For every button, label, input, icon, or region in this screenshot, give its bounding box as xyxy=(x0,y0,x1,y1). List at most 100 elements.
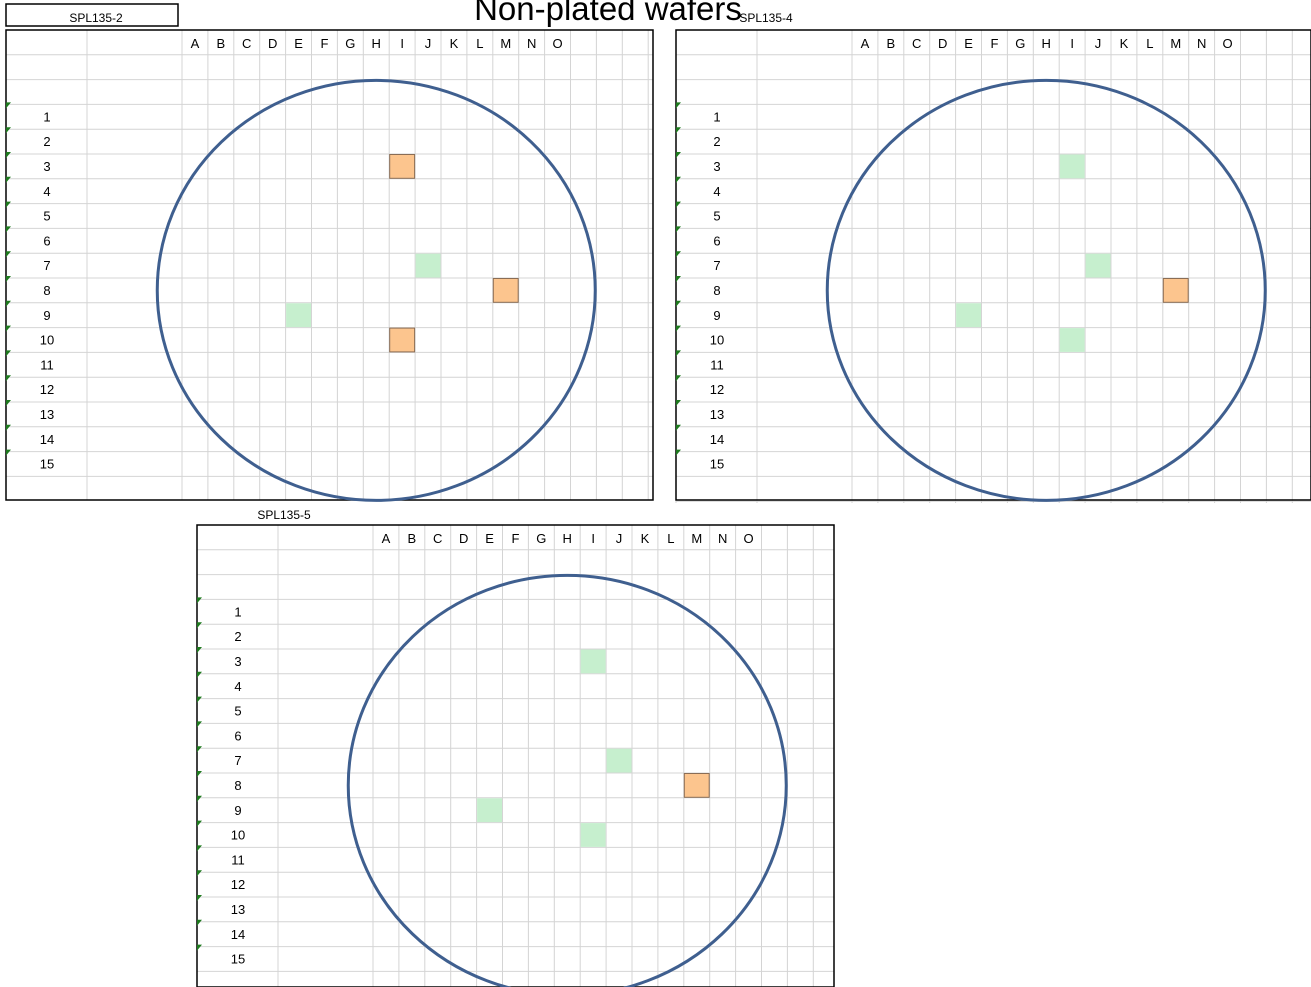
cell-comment-marker xyxy=(6,325,11,332)
column-header-c: C xyxy=(242,36,251,51)
cell-comment-marker xyxy=(676,251,681,258)
cell-comment-marker xyxy=(197,919,202,926)
wafer-panel-spl135-2: SPL135-2A B C D E F G H I J K L M N O12345678910111213… xyxy=(5,3,654,502)
row-header-3: 3 xyxy=(234,654,241,669)
column-header-b: B xyxy=(217,36,226,51)
row-header-8: 8 xyxy=(234,778,241,793)
wafer-outline xyxy=(346,573,788,987)
row-header-14: 14 xyxy=(710,432,724,447)
column-header-j: J xyxy=(1095,36,1102,51)
cell-comment-marker xyxy=(6,201,11,208)
marked-cell-j7-green xyxy=(1085,253,1111,278)
cell-comment-marker xyxy=(6,251,11,258)
column-header-f: F xyxy=(990,36,998,51)
column-header-n: N xyxy=(527,36,536,51)
grid-columns xyxy=(5,30,649,500)
grid-rows xyxy=(197,524,834,972)
column-header-g: G xyxy=(345,36,355,51)
cell-comment-marker xyxy=(197,721,202,728)
row-header-7: 7 xyxy=(43,258,50,273)
column-header-b: B xyxy=(408,531,417,546)
cell-comment-marker xyxy=(676,325,681,332)
row-header-6: 6 xyxy=(234,728,241,743)
cell-comment-marker xyxy=(6,375,11,382)
column-header-o: O xyxy=(1222,36,1232,51)
panel-frame xyxy=(5,29,654,501)
panel-frame xyxy=(196,524,835,987)
column-header-l: L xyxy=(667,531,674,546)
column-header-n: N xyxy=(718,531,727,546)
cell-comment-marker xyxy=(6,300,11,307)
column-header-k: K xyxy=(450,36,459,51)
marked-cell-i3-green xyxy=(580,649,606,674)
cell-comment-marker xyxy=(676,375,681,382)
row-header-15: 15 xyxy=(710,457,724,472)
row-header-7: 7 xyxy=(234,753,241,768)
row-header-5: 5 xyxy=(234,704,241,719)
row-header-9: 9 xyxy=(713,308,720,323)
marked-cell-j7-green xyxy=(415,253,441,278)
column-header-n: N xyxy=(1197,36,1206,51)
row-header-5: 5 xyxy=(713,209,720,224)
column-header-l: L xyxy=(476,36,483,51)
row-header-3: 3 xyxy=(43,159,50,174)
row-header-2: 2 xyxy=(43,134,50,149)
row-header-1: 1 xyxy=(234,604,241,619)
marked-cells xyxy=(956,154,1189,352)
cell-comment-marker xyxy=(676,127,681,134)
row-header-14: 14 xyxy=(231,927,245,942)
cell-comment-marker xyxy=(676,226,681,233)
cell-comment-marker xyxy=(676,176,681,183)
row-header-12: 12 xyxy=(231,877,245,892)
column-header-h: H xyxy=(372,36,381,51)
row-header-13: 13 xyxy=(40,407,54,422)
cell-comment-marker xyxy=(676,300,681,307)
column-headers: A B C D E F G H I J K L M N O xyxy=(382,531,754,546)
marked-cell-i10-orange xyxy=(389,327,416,353)
column-headers: A B C D E F G H I J K L M N O xyxy=(861,36,1233,51)
cell-comment-marker xyxy=(6,449,11,456)
column-header-j: J xyxy=(616,531,623,546)
cell-comment-marker xyxy=(197,647,202,653)
column-header-h: H xyxy=(563,531,572,546)
cell-comment-marker xyxy=(6,350,11,357)
cell-comment-marker xyxy=(197,671,202,678)
cell-comment-marker xyxy=(197,771,202,777)
row-header-4: 4 xyxy=(43,184,50,199)
row-header-2: 2 xyxy=(713,134,720,149)
column-header-h: H xyxy=(1042,36,1051,51)
cell-comment-marker xyxy=(676,152,681,158)
row-header-3: 3 xyxy=(713,159,720,174)
cell-comment-marker xyxy=(676,102,681,109)
row-header-10: 10 xyxy=(231,828,245,843)
cell-comment-marker xyxy=(6,424,11,431)
cell-comment-marker xyxy=(676,400,681,406)
cell-comment-marker xyxy=(6,102,11,109)
row-header-7: 7 xyxy=(713,258,720,273)
grid-columns xyxy=(196,525,814,987)
column-header-g: G xyxy=(536,531,546,546)
cell-comment-marker xyxy=(6,276,11,282)
wafer-outline xyxy=(825,78,1267,502)
cell-comment-marker xyxy=(6,226,11,233)
cell-comment-marker xyxy=(6,176,11,183)
row-header-1: 1 xyxy=(43,109,50,124)
cell-comment-marker xyxy=(197,845,202,852)
wafer-panel-spl135-5: SPL135-5A B C D E F G H I J K L M N O12345678910111213… xyxy=(196,508,835,987)
column-header-k: K xyxy=(1120,36,1129,51)
marked-cell-i10-green xyxy=(580,823,606,847)
column-header-c: C xyxy=(433,531,442,546)
cell-comment-marker xyxy=(676,276,681,282)
marked-cell-m8-orange xyxy=(1162,278,1189,303)
column-header-o: O xyxy=(743,531,753,546)
cell-comment-marker xyxy=(676,424,681,431)
cell-comment-marker xyxy=(197,870,202,877)
row-header-5: 5 xyxy=(43,209,50,224)
marked-cell-e9-green xyxy=(286,303,311,328)
grid-rows xyxy=(676,29,1311,502)
row-header-9: 9 xyxy=(43,308,50,323)
cell-comment-marker xyxy=(197,746,202,753)
wafer-panels: SPL135-2A B C D E F G H I J K L M N O12345678910111213… xyxy=(5,3,1311,987)
